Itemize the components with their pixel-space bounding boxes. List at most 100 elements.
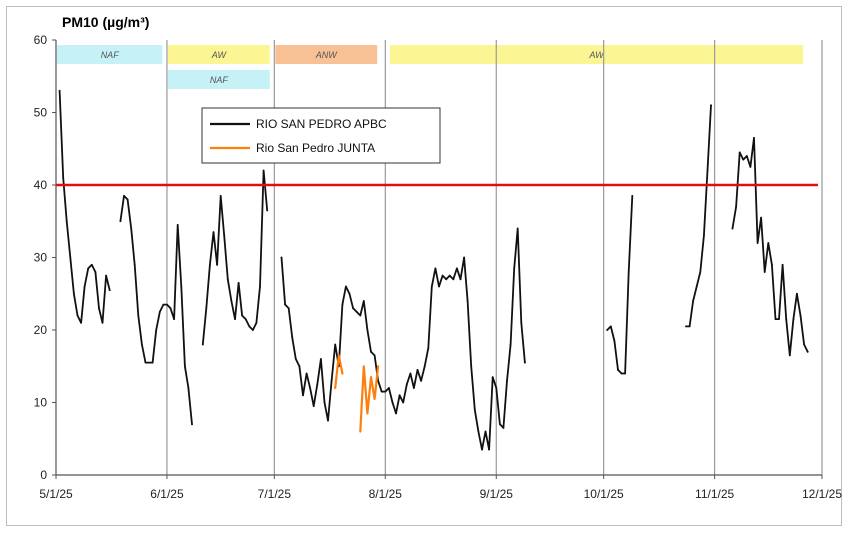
band-label: NAF (210, 75, 229, 85)
data-point (624, 372, 626, 375)
legend-label: RIO SAN PEDRO APBC (256, 117, 387, 131)
data-point (69, 256, 72, 259)
data-point (226, 278, 229, 281)
data-point (126, 198, 129, 201)
data-point (617, 369, 619, 371)
data-point (388, 387, 390, 389)
data-point (362, 365, 365, 368)
data-point (370, 376, 372, 378)
data-point (108, 289, 111, 291)
data-point (420, 379, 422, 382)
data-point (130, 227, 133, 230)
data-point (302, 394, 304, 397)
data-point (788, 354, 791, 357)
data-point (438, 285, 440, 288)
data-point (753, 137, 755, 139)
data-point (792, 318, 795, 320)
y-tick-label: 30 (34, 251, 48, 265)
data-point (151, 361, 154, 364)
data-point (58, 89, 61, 92)
series-line (280, 227, 526, 451)
data-point (452, 278, 455, 281)
data-point (352, 307, 354, 310)
data-point (524, 361, 526, 364)
data-point (87, 267, 90, 270)
data-point (320, 358, 322, 360)
data-point (409, 372, 412, 375)
x-tick-label: 11/1/25 (695, 487, 734, 501)
data-point (216, 263, 219, 266)
series-line (58, 89, 111, 324)
data-point (427, 347, 430, 349)
data-point (391, 401, 394, 404)
data-point (101, 321, 104, 324)
data-point (459, 278, 462, 281)
data-point (362, 300, 365, 302)
data-point (774, 318, 777, 320)
data-point (305, 372, 308, 375)
data-point (176, 224, 179, 226)
data-point (738, 151, 741, 154)
data-point (470, 365, 473, 368)
series-line (685, 104, 712, 328)
data-point (144, 361, 147, 364)
data-point (699, 271, 702, 273)
data-point (495, 387, 498, 389)
legend-label: Rio San Pedro JUNTA (256, 141, 375, 155)
y-tick-label: 50 (34, 106, 48, 120)
data-point (688, 325, 691, 328)
data-point (223, 234, 226, 237)
series-line (731, 136, 809, 357)
data-point (262, 169, 265, 172)
data-point (760, 216, 762, 219)
data-point (366, 412, 369, 415)
data-point (613, 340, 616, 342)
data-point (309, 387, 311, 389)
data-point (398, 394, 401, 397)
data-point (799, 314, 802, 317)
data-point (366, 329, 369, 331)
data-point (430, 285, 433, 288)
data-point (384, 390, 387, 393)
data-point (90, 263, 93, 266)
data-point (402, 401, 405, 404)
data-point (359, 430, 362, 433)
data-point (731, 227, 734, 230)
y-tick-label: 60 (34, 33, 48, 47)
data-point (341, 303, 344, 306)
data-point (502, 427, 505, 429)
data-point (155, 329, 158, 331)
data-point (745, 155, 748, 157)
data-point (348, 292, 351, 295)
data-point (123, 195, 125, 197)
data-point (73, 292, 75, 295)
data-point (377, 365, 379, 368)
data-point (520, 321, 523, 324)
x-tick-label: 6/1/25 (150, 487, 184, 501)
data-point (234, 318, 236, 320)
data-point (230, 300, 233, 302)
x-tick-label: 8/1/25 (369, 487, 403, 501)
data-point (137, 314, 140, 317)
data-point (692, 300, 694, 302)
vertical-gridlines (166, 40, 823, 475)
data-point (481, 448, 483, 451)
data-point (291, 336, 294, 339)
y-tick-label: 10 (34, 396, 48, 410)
data-point (491, 376, 494, 378)
data-point (219, 195, 222, 197)
data-point (703, 234, 705, 237)
data-point (806, 350, 809, 353)
data-point (119, 220, 122, 223)
x-tick-label: 9/1/25 (480, 487, 514, 501)
data-point (187, 387, 190, 389)
data-point (323, 401, 326, 404)
band-naf-2 (167, 70, 270, 89)
data-point (413, 387, 415, 389)
data-point (98, 307, 100, 310)
data-point (627, 271, 630, 273)
data-point (484, 430, 487, 433)
data-point (237, 282, 240, 284)
data-point (158, 311, 161, 313)
data-point (373, 354, 376, 357)
